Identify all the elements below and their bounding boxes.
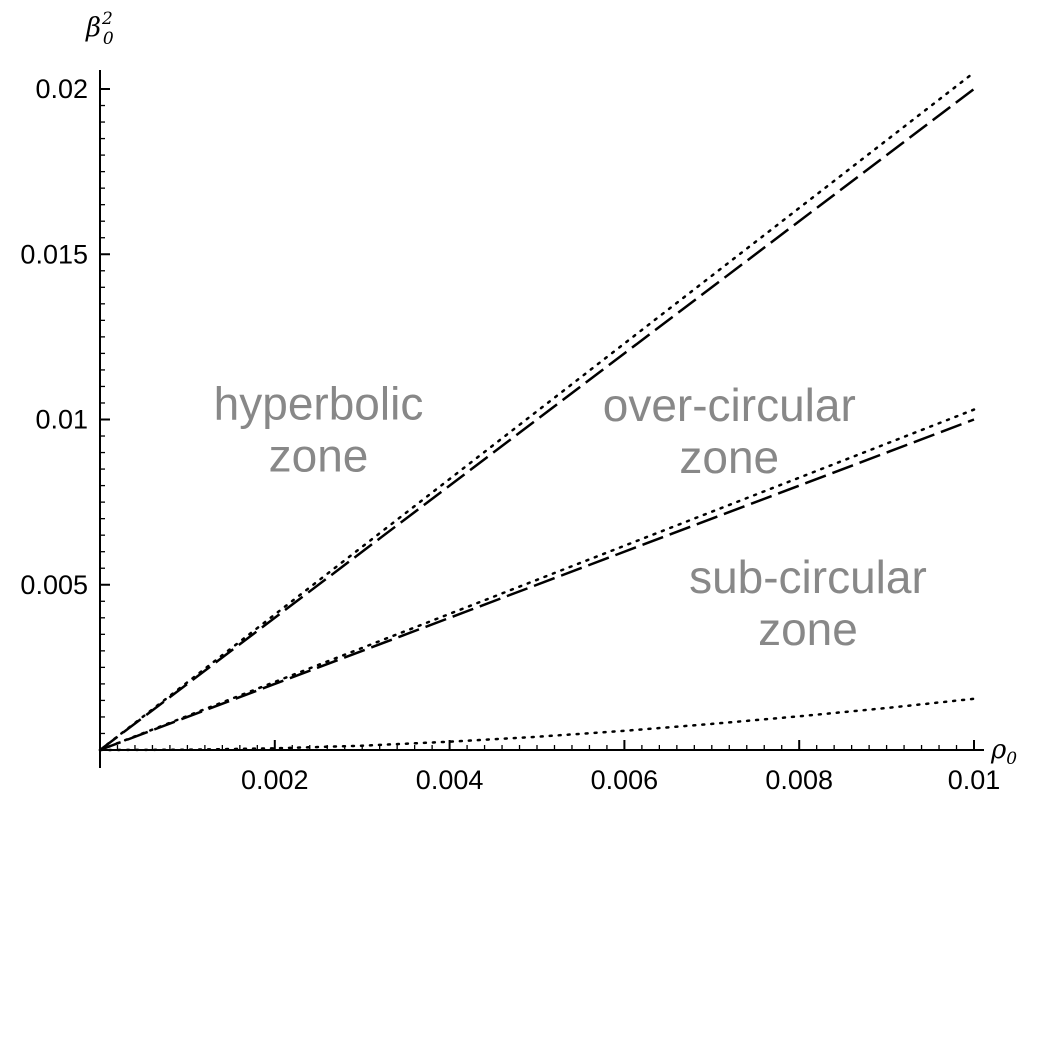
zone-label-2-line-1: over-circular — [603, 379, 856, 431]
x-tick-label-1: 0.002 — [241, 765, 309, 795]
series-line-4-dotted — [98, 408, 976, 752]
y-axis-label-base: β — [85, 13, 101, 43]
y-tick-label-4: 0.02 — [35, 74, 88, 104]
zone-label-1-line-1: hyperbolic — [214, 378, 424, 430]
series-line-3-dashed — [99, 418, 975, 752]
zone-label-1-line-2: zone — [269, 430, 369, 482]
series-line-1-dashed — [99, 88, 975, 751]
zone-label-3-line-2: zone — [758, 603, 858, 655]
series-layer — [98, 71, 976, 752]
y-axis-label-sup: 2 — [101, 9, 113, 29]
y-tick-label-2: 0.01 — [35, 405, 88, 435]
x-tick-label-5: 0.01 — [948, 765, 1001, 795]
y-axis-label: β2 0 — [85, 9, 114, 49]
zone-label-3-line-1: sub-circular — [689, 551, 927, 603]
x-axis-label-base: ρ — [990, 735, 1007, 765]
zone-layer: hyperboliczoneover-circularzonesub-circu… — [214, 378, 927, 656]
x-tick-label-2: 0.004 — [416, 765, 484, 795]
x-axis-label-sub: 0 — [1006, 749, 1017, 769]
x-tick-label-3: 0.006 — [591, 765, 659, 795]
y-tick-label-1: 0.005 — [20, 570, 88, 600]
series-line-5-dotted — [98, 697, 976, 752]
y-axis-label-sub: 0 — [103, 29, 114, 49]
x-tick-label-4: 0.008 — [765, 765, 833, 795]
y-tick-label-3: 0.015 — [20, 239, 88, 269]
minor-ticks — [100, 104, 958, 750]
x-axis-label: ρ0 — [990, 735, 1017, 769]
ticks-layer: 0.002 0.004 0.006 0.008 0.01 0.005 0.01 0.015 0.… — [20, 74, 1000, 795]
zone-label-2-line-2: zone — [679, 431, 779, 483]
